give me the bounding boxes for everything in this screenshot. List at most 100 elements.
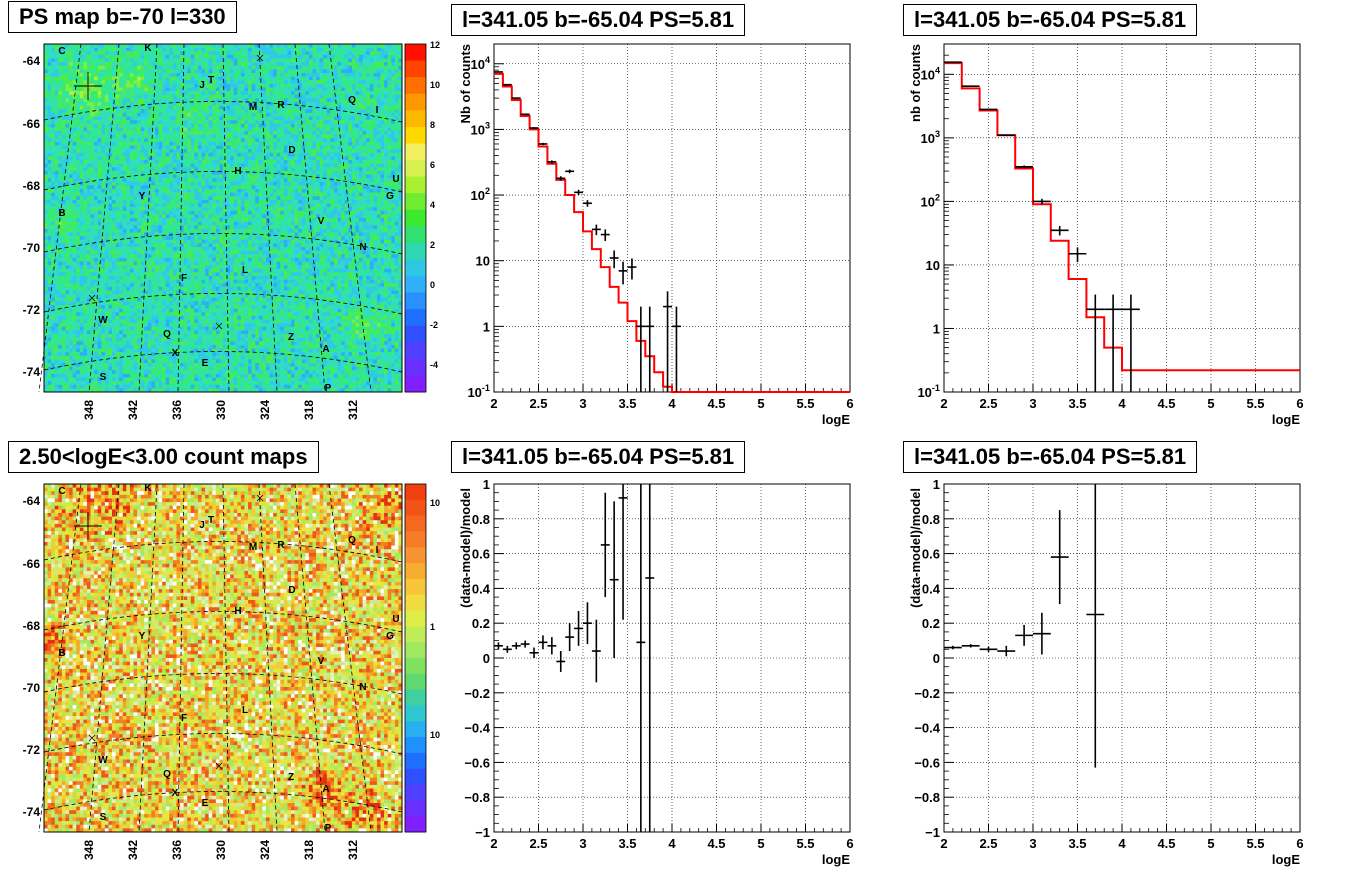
x-tick-label: 4.5 (707, 836, 725, 851)
count-map-chart: 348 342 336 330 324 318 312 -64 -66 -68 -70 -72 -74 C… (23, 483, 440, 860)
y-tick-label: 103 (920, 129, 940, 146)
map-x-tick-label: 324 (258, 840, 272, 860)
x-tick-label: 4 (668, 836, 676, 851)
map-x-tick-label: 324 (258, 400, 272, 420)
map-source-label: R (277, 540, 285, 551)
model-histogram (944, 62, 1300, 372)
map-source-label: A (322, 784, 329, 795)
colorbar-segment (405, 642, 426, 659)
colorbar-segment (405, 658, 426, 675)
map-y-tick-label: -72 (23, 303, 41, 317)
colorbar-tick-label: 10 (430, 498, 440, 508)
colorbar-tick-label: 10 (430, 80, 440, 90)
colorbar-segment (405, 705, 426, 722)
colorbar-segment (405, 77, 426, 95)
colorbar-segment (405, 673, 426, 691)
x-tick-label: 3.5 (1068, 836, 1086, 851)
map-source-label: W (98, 755, 108, 766)
map-source-label: E (202, 358, 209, 369)
y-tick-label: −1 (925, 825, 940, 840)
colorbar-segment (405, 816, 426, 833)
map-x-tick-label: 312 (346, 400, 360, 420)
y-tick-label: −0.4 (464, 721, 490, 736)
colorbar-segment (405, 292, 426, 310)
map-lon-line (328, 483, 372, 833)
x-tick-label: 4.5 (1157, 836, 1175, 851)
x-tick-label: 5 (757, 396, 764, 411)
x-tick-label: 5.5 (796, 396, 814, 411)
colorbar-segment (405, 44, 426, 61)
map-source-label: V (318, 656, 325, 667)
colorbar-segment (405, 193, 426, 211)
map-source-label: S (100, 812, 107, 823)
model-histogram (494, 72, 850, 393)
map-source-label: B (58, 648, 65, 659)
colorbar-segment (405, 226, 426, 244)
map-x-tick-label: 342 (126, 400, 140, 420)
map-source-label: A (322, 344, 329, 355)
map-x-tick-label: 342 (126, 840, 140, 860)
map-lon-line (38, 43, 82, 393)
y-tick-label: 0.4 (472, 581, 491, 596)
x-tick-label: 3 (1029, 396, 1036, 411)
colorbar-segment (405, 578, 426, 596)
map-lon-line (138, 43, 158, 393)
map-source-label: D (288, 145, 295, 156)
y-tick-label: 104 (920, 65, 940, 82)
x-tick-label: 5.5 (796, 836, 814, 851)
x-tick-label: 2.5 (529, 836, 547, 851)
map-source-label: V (318, 216, 325, 227)
x-tick-label: 2 (940, 836, 947, 851)
x-tick-label: 4 (668, 396, 676, 411)
map-source-label: N (359, 682, 366, 693)
map-x-marker (215, 322, 223, 330)
colorbar-tick-label: 12 (430, 40, 440, 50)
map-lon-line (222, 43, 230, 393)
map-source-label: W (98, 315, 108, 326)
y-tick-label: 10-1 (917, 383, 940, 400)
map-source-cross (74, 512, 102, 540)
colorbar-segment (405, 242, 426, 260)
x-tick-label: 5.5 (1246, 836, 1264, 851)
map-source-label: B (58, 208, 65, 219)
colorbar-segment (405, 768, 426, 785)
map-lon-line (294, 483, 326, 833)
colorbar-segment (405, 499, 426, 517)
colorbar-tick-label: 2 (430, 240, 435, 250)
map-source-label: T (208, 75, 214, 86)
colorbar-segment (405, 531, 426, 548)
y-tick-label: −0.2 (464, 686, 490, 701)
map-source-label: C (58, 46, 65, 57)
map-source-label: S (100, 372, 107, 383)
x-tick-label: 2 (490, 836, 497, 851)
y-axis-label: Nb of counts (458, 44, 473, 123)
map-source-label: G (386, 191, 394, 202)
map-source-label: Q (163, 329, 171, 340)
y-tick-label: −0.6 (464, 755, 490, 770)
y-axis-label: (data-model)/model (908, 488, 923, 608)
x-tick-label: 6 (846, 836, 853, 851)
map-x-tick-label: 348 (82, 840, 96, 860)
map-source-label: F (181, 713, 187, 724)
spectrum-chart-2: 2 2.5 3 3.5 4 4.5 5 5.5 6 10-1 1 10 102 103 104 logE nb … (908, 43, 1304, 427)
colorbar-segment (405, 60, 426, 78)
title-spectrum-2: l=341.05 b=-65.04 PS=5.81 (903, 4, 1198, 36)
map-x-marker (256, 54, 264, 62)
x-tick-label: 2.5 (979, 836, 997, 851)
map-lon-line (258, 483, 278, 833)
spectrum-chart-1: 2 2.5 3 3.5 4 4.5 5 5.5 6 10-1 1 10 102 103 104 logE Nb … (458, 43, 854, 427)
map-source-label: I (376, 105, 379, 116)
map-x-tick-label: 330 (214, 840, 228, 860)
colorbar-tick-label: -2 (430, 320, 438, 330)
map-source-label: T (208, 515, 214, 526)
map-source-label: C (58, 486, 65, 497)
y-tick-label: 10-1 (467, 383, 490, 400)
map-source-cross (74, 72, 102, 100)
colorbar-frame (404, 483, 427, 833)
map-x-marker (256, 494, 264, 502)
colorbar-tick-label: 1 (430, 622, 435, 632)
y-tick-label: 103 (470, 120, 490, 137)
map-source-label: Q (163, 769, 171, 780)
map-source-label: K (144, 483, 152, 494)
y-tick-label: 0.4 (922, 581, 941, 596)
